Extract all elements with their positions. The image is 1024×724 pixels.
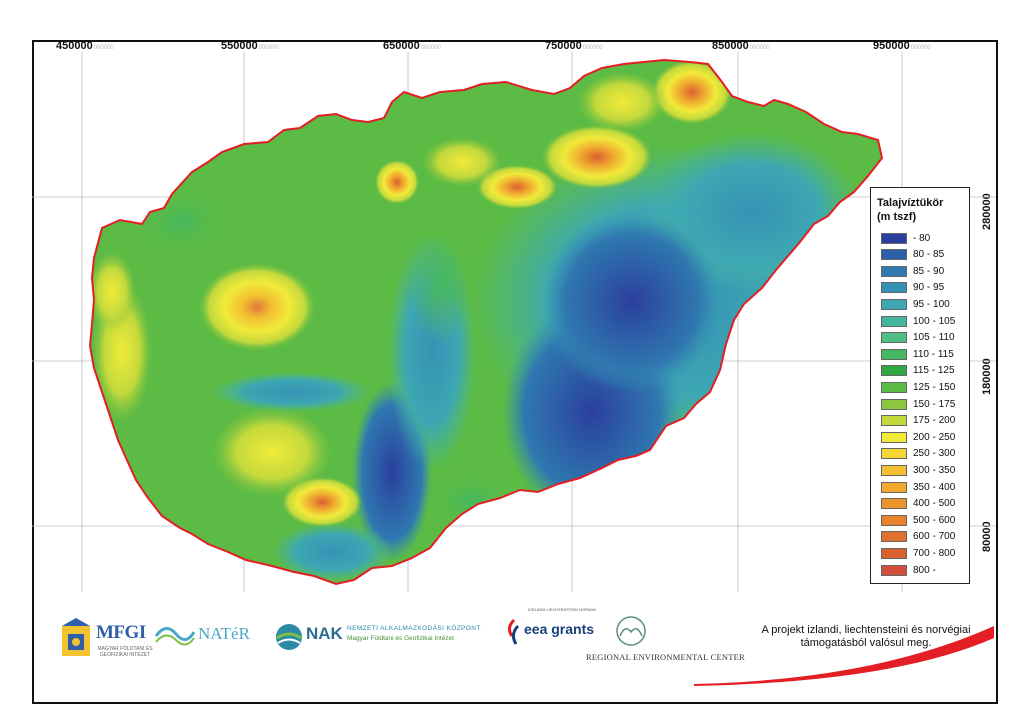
x-tick-650000: 650000000000 — [383, 40, 441, 52]
legend-title: Talajvíztükör (m tszf) — [877, 197, 944, 223]
mfgi-logo-icon — [62, 618, 90, 656]
legend-item: 115 - 125 — [881, 364, 955, 378]
legend-item: 85 - 90 — [881, 264, 944, 278]
legend-label: - 80 — [913, 232, 931, 244]
footer-logos: MFGI MAGYAR FÖLDTANI ÉS GEOFIZIKAI INTÉZ… — [34, 596, 996, 696]
legend-item: 110 - 115 — [881, 347, 954, 361]
nak-globe-icon — [276, 624, 302, 650]
legend-item: 95 - 100 — [881, 297, 950, 311]
legend-item: 200 - 250 — [881, 430, 955, 444]
legend-swatch — [881, 365, 907, 377]
legend-swatch — [881, 398, 907, 410]
legend-swatch — [881, 315, 907, 327]
legend-swatch — [881, 348, 907, 360]
legend-label: 300 - 350 — [913, 464, 956, 476]
eea-grants-icon — [507, 618, 520, 645]
legend-swatch — [881, 448, 907, 460]
legend-item: 100 - 105 — [881, 314, 955, 328]
legend-item: 175 - 200 — [881, 414, 955, 428]
legend-label: 250 - 300 — [913, 448, 956, 460]
legend-item: 700 - 800 — [881, 546, 955, 560]
legend-label: 600 - 700 — [913, 531, 956, 543]
legend-swatch — [881, 265, 907, 277]
legend-item: 105 - 110 — [881, 331, 955, 345]
legend-swatch — [881, 514, 907, 526]
legend-item: 800 - — [881, 563, 936, 577]
x-tick-850000: 850000000000 — [712, 40, 770, 52]
legend-label: 800 - — [913, 564, 936, 576]
legend-item: 250 - 300 — [881, 447, 955, 461]
legend-swatch — [881, 415, 907, 427]
legend-label: 105 - 110 — [913, 332, 955, 344]
legend-label: 200 - 250 — [913, 431, 956, 443]
legend-swatch — [881, 332, 907, 344]
legend-label: 80 - 85 — [913, 249, 945, 261]
legend-item: 600 - 700 — [881, 530, 955, 544]
x-tick-950000: 950000000000 — [873, 40, 931, 52]
legend-swatch — [881, 498, 907, 510]
legend-item: 350 - 400 — [881, 480, 955, 494]
legend-item: - 80 — [881, 231, 930, 245]
project-funding-text: A projekt izlandi, liechtensteini és nor… — [761, 624, 971, 649]
legend-label: 350 - 400 — [913, 481, 956, 493]
legend-item: 125 - 150 — [881, 380, 955, 394]
mfgi-subtitle: MAGYAR FÖLDTANI ÉS GEOFIZIKAI INTÉZET — [97, 646, 153, 658]
legend-label: 110 - 115 — [913, 348, 954, 360]
legend-swatch — [881, 232, 907, 244]
legend-label: 85 - 90 — [913, 265, 945, 277]
legend-label: 115 - 125 — [913, 365, 955, 377]
x-tick-550000: 550000000000 — [221, 40, 279, 52]
legend-label: 500 - 600 — [913, 514, 956, 526]
legend-swatch — [881, 249, 907, 261]
x-tick-750000: 750000000000 — [545, 40, 603, 52]
nak-subtitle-2: Magyar Földtani és Geofizikai Intézet — [347, 635, 454, 642]
legend-label: 150 - 175 — [913, 398, 956, 410]
legend-swatch — [881, 431, 907, 443]
red-swoosh-decoration — [694, 626, 994, 686]
legend-label: 95 - 100 — [913, 298, 950, 310]
map-legend: Talajvíztükör (m tszf) - 80 80 - 85 85 - 9… — [870, 187, 970, 584]
legend-swatch — [881, 282, 907, 294]
legend-label: 90 - 95 — [913, 282, 945, 294]
legend-item: 500 - 600 — [881, 513, 955, 527]
country-border — [88, 58, 884, 586]
rec-text: REGIONAL ENVIRONMENTAL CENTER — [586, 652, 745, 662]
legend-item: 150 - 175 — [881, 397, 955, 411]
legend-label: 700 - 800 — [913, 547, 956, 559]
nak-subtitle-1: NEMZETI ALKALMAZKODÁSI KÖZPONT — [347, 625, 481, 632]
x-tick-450000: 450000000000 — [56, 40, 114, 52]
rec-logo-icon — [616, 616, 646, 646]
groundwater-level-map — [32, 52, 996, 592]
legend-item: 300 - 350 — [881, 463, 955, 477]
legend-swatch — [881, 464, 907, 476]
legend-swatch — [881, 547, 907, 559]
legend-swatch — [881, 298, 907, 310]
nak-text: NAK — [306, 624, 343, 643]
legend-item: 90 - 95 — [881, 281, 944, 295]
legend-swatch — [881, 481, 907, 493]
legend-label: 175 - 200 — [913, 415, 956, 427]
legend-item: 80 - 85 — [881, 248, 944, 262]
eea-small-text: ICELAND LIECHTENSTEIN NORWAY — [528, 607, 597, 612]
legend-label: 100 - 105 — [913, 315, 956, 327]
legend-label: 125 - 150 — [913, 381, 956, 393]
legend-label: 400 - 500 — [913, 498, 956, 510]
eea-grants-text: eea grants — [524, 621, 595, 637]
legend-swatch — [881, 564, 907, 576]
legend-item: 400 - 500 — [881, 497, 955, 511]
legend-swatch — [881, 531, 907, 543]
nater-text: NATéR — [198, 624, 250, 643]
nater-wave-icon — [154, 627, 196, 646]
legend-swatch — [881, 381, 907, 393]
mfgi-text: MFGI — [96, 622, 146, 643]
